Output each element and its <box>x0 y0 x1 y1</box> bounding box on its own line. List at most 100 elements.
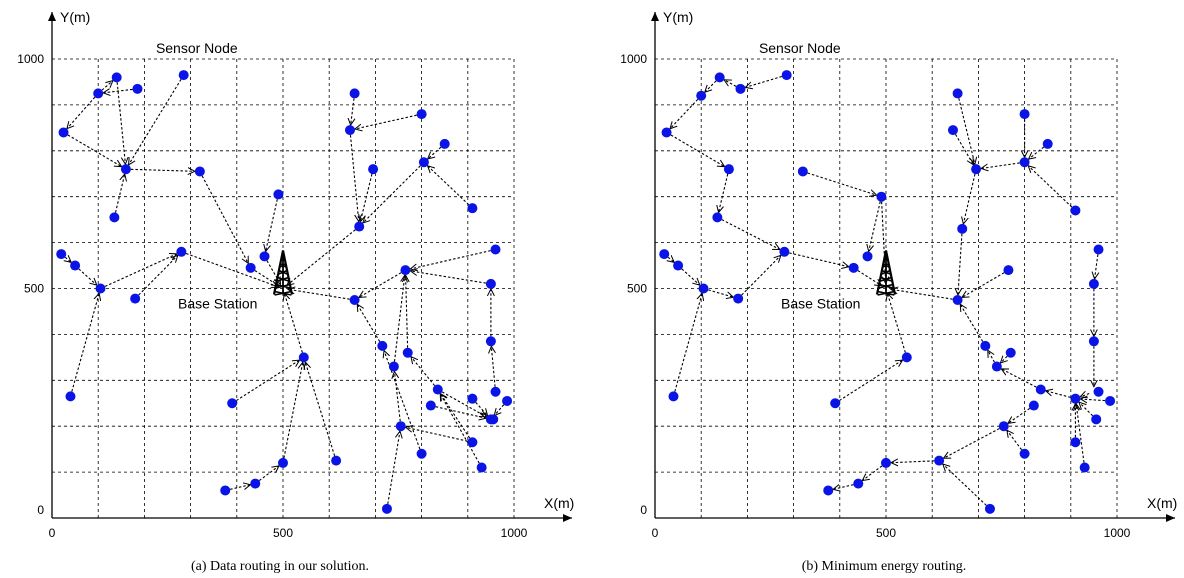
sensor-node <box>485 336 496 347</box>
sensor-node <box>934 455 945 466</box>
sensor-node <box>245 262 256 273</box>
sensor-node <box>416 109 427 120</box>
sensor-node <box>95 283 106 294</box>
routing-edge <box>681 268 700 285</box>
routing-edge <box>944 428 1000 459</box>
routing-edge <box>67 96 96 129</box>
sensor-node <box>1088 336 1099 347</box>
routing-edge <box>891 289 953 300</box>
sensor-node <box>467 437 478 448</box>
routing-edge <box>494 404 505 416</box>
routing-edge <box>491 346 495 387</box>
sensor-node <box>952 294 963 305</box>
routing-edge <box>65 257 71 262</box>
routing-edge <box>958 233 963 295</box>
sensor-nodes <box>56 70 513 514</box>
sensor-node <box>661 127 672 138</box>
routing-edge <box>103 89 133 92</box>
sensor-node-label: Sensor Node <box>156 40 238 56</box>
routing-edge <box>129 79 182 165</box>
routing-edge <box>130 169 195 171</box>
sensor-node <box>178 70 189 81</box>
y-tick-label: 500 <box>627 282 647 296</box>
routing-edge <box>981 162 1020 168</box>
routing-edge <box>1001 369 1037 388</box>
y-tick-label: 1000 <box>17 52 44 66</box>
sensor-node <box>65 391 76 402</box>
routing-edge <box>807 172 877 195</box>
sensor-node <box>1003 265 1014 276</box>
routing-edge <box>428 146 442 159</box>
sensor-node <box>1005 347 1016 358</box>
y-tick-label: 0 <box>640 503 647 517</box>
x-tick-label: 500 <box>273 526 293 540</box>
sensor-node <box>132 83 143 94</box>
base-station-icon <box>875 250 897 296</box>
routing-edge <box>1008 407 1031 423</box>
sensor-node <box>668 391 679 402</box>
routing-edge <box>1028 166 1073 208</box>
routing-edge <box>869 201 881 252</box>
routing-edge <box>668 257 674 262</box>
sensor-nodes <box>659 70 1116 514</box>
sensor-node <box>830 398 841 409</box>
routing-edge <box>441 394 471 439</box>
sensor-node <box>176 246 187 257</box>
routing-edge <box>284 293 303 353</box>
routing-edge <box>363 165 421 223</box>
routing-edge <box>1076 404 1085 463</box>
routing-edge <box>670 98 699 128</box>
routing-edge <box>351 98 354 125</box>
routing-edge <box>357 304 381 342</box>
routing-edge <box>67 134 122 167</box>
sensor-node <box>947 125 958 136</box>
sensor-node <box>984 503 995 514</box>
sensor-node <box>712 212 723 223</box>
routing-edge <box>236 360 299 402</box>
routing-edge <box>1080 399 1106 401</box>
routing-edges <box>65 79 505 504</box>
routing-edge <box>839 360 902 402</box>
x-axis-label: X(m) <box>1147 495 1177 511</box>
sensor-node <box>485 278 496 289</box>
sensor-node <box>1091 414 1102 425</box>
y-tick-label: 500 <box>24 282 44 296</box>
routing-edge <box>440 394 480 464</box>
routing-edge <box>287 229 356 286</box>
sensor-node <box>1070 205 1081 216</box>
sensor-node <box>354 221 365 232</box>
routing-edge <box>115 174 125 213</box>
sensor-node <box>331 455 342 466</box>
sensor-node <box>1028 400 1039 411</box>
x-tick-label: 0 <box>49 526 56 540</box>
sensor-node <box>349 294 360 305</box>
sensor-node <box>1093 244 1104 255</box>
sensor-node-label: Sensor Node <box>759 40 841 56</box>
routing-edge <box>745 75 783 87</box>
routing-edge <box>230 485 250 490</box>
panel-caption: (b) Minimum energy routing. <box>802 559 967 574</box>
routing-edge <box>355 114 417 129</box>
routing-edge <box>670 134 725 167</box>
sensor-node <box>797 166 808 177</box>
sensor-node <box>467 203 478 214</box>
sensor-node <box>876 191 887 202</box>
panel-caption: (a) Data routing in our solution. <box>191 559 369 574</box>
sensor-node <box>400 265 411 276</box>
routing-edge <box>428 166 470 206</box>
routing-edge <box>349 135 358 221</box>
routing-edge <box>958 98 975 164</box>
sensor-node <box>490 244 501 255</box>
sensor-node <box>723 164 734 175</box>
routing-edge <box>721 219 780 250</box>
sensor-node <box>659 249 670 260</box>
sensor-node <box>696 90 707 101</box>
routing-edge <box>305 362 336 457</box>
sensor-node <box>502 395 513 406</box>
routing-edge <box>943 464 987 506</box>
routing-edge <box>258 466 279 482</box>
sensor-node <box>1070 393 1081 404</box>
sensor-node <box>425 400 436 411</box>
routing-edge <box>988 350 995 363</box>
sensor-node <box>980 340 991 351</box>
